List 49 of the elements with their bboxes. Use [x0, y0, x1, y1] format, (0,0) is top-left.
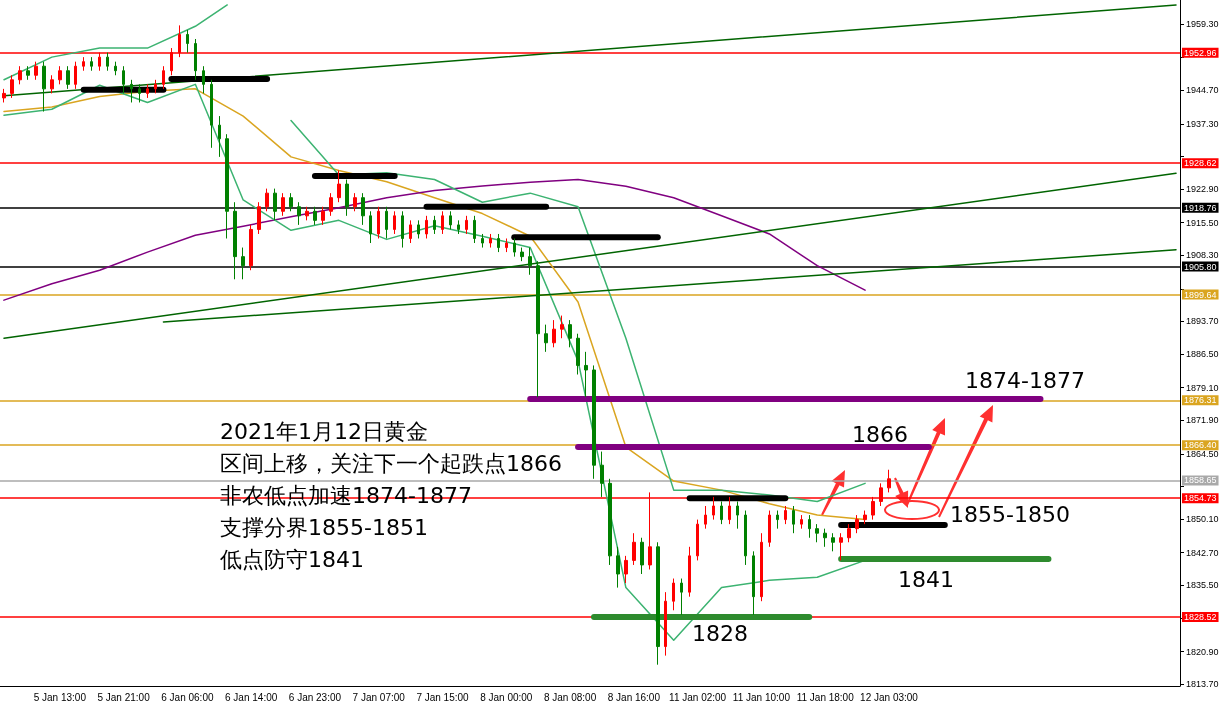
y-tick-label: 1813.70 [1186, 679, 1219, 690]
ref-line-label: 1928.62 [1184, 158, 1217, 169]
x-tick-label: 7 Jan 15:00 [416, 691, 470, 703]
y-tick-label: 1937.30 [1186, 118, 1219, 129]
y-tick-label: 1886.50 [1186, 349, 1219, 360]
annotation: 1866 [852, 421, 908, 450]
x-tick-label: 8 Jan 00:00 [480, 691, 533, 703]
ref-line-label: 1918.76 [1184, 202, 1217, 213]
annotation: 低点防守1841 [220, 546, 364, 574]
y-tick-label: 1871.90 [1186, 415, 1219, 426]
y-tick-label: 1842.70 [1186, 547, 1219, 558]
y-tick-label: 1864.50 [1186, 448, 1219, 459]
y-tick-label: 1820.90 [1186, 646, 1219, 657]
y-tick-label: 1915.50 [1186, 217, 1219, 228]
x-tick-label: 6 Jan 06:00 [161, 691, 214, 703]
y-tick-label: 1922.90 [1186, 184, 1219, 195]
x-tick-label: 11 Jan 02:00 [669, 691, 727, 703]
x-tick-label: 6 Jan 14:00 [225, 691, 278, 703]
x-tick-label: 8 Jan 16:00 [607, 691, 661, 703]
y-tick-label: 1893.70 [1186, 316, 1219, 327]
x-tick-label: 7 Jan 07:00 [352, 691, 406, 703]
x-tick-label: 11 Jan 10:00 [732, 691, 791, 703]
ref-line-label: 1899.64 [1184, 289, 1217, 300]
y-tick-label: 1944.70 [1186, 85, 1219, 96]
annotation: 1828 [692, 620, 748, 649]
y-tick-label: 1850.10 [1186, 514, 1219, 525]
ref-line-label: 1952.96 [1184, 47, 1217, 58]
annotation: 2021年1月12日黄金 [220, 418, 428, 446]
y-tick-label: 1835.50 [1186, 580, 1219, 591]
ref-line-label: 1876.31 [1184, 395, 1217, 406]
ref-line-label: 1828.52 [1184, 611, 1217, 622]
y-tick-label: 1959.30 [1186, 19, 1219, 30]
ref-line-label: 1858.65 [1184, 475, 1217, 486]
x-tick-label: 5 Jan 13:00 [33, 691, 87, 703]
y-tick-label: 1908.30 [1186, 250, 1219, 261]
annotation: 支撑分界1855-1851 [220, 514, 428, 542]
ref-line-label: 1854.73 [1184, 493, 1217, 504]
x-tick-label: 12 Jan 03:00 [860, 691, 919, 703]
annotation: 1855-1850 [950, 501, 1070, 529]
ref-line-label: 1866.40 [1184, 440, 1217, 451]
x-tick-label: 6 Jan 23:00 [288, 691, 342, 703]
ref-line-label: 1905.80 [1184, 261, 1217, 272]
y-tick-label: 1879.10 [1186, 382, 1219, 393]
annotation: 1841 [898, 566, 954, 595]
annotation: 1874-1877 [965, 367, 1085, 395]
annotation: 区间上移，关注下一个起跌点1866 [220, 450, 562, 478]
x-tick-label: 8 Jan 08:00 [543, 691, 597, 703]
x-tick-label: 5 Jan 21:00 [97, 691, 151, 703]
x-tick-label: 11 Jan 18:00 [796, 691, 855, 703]
